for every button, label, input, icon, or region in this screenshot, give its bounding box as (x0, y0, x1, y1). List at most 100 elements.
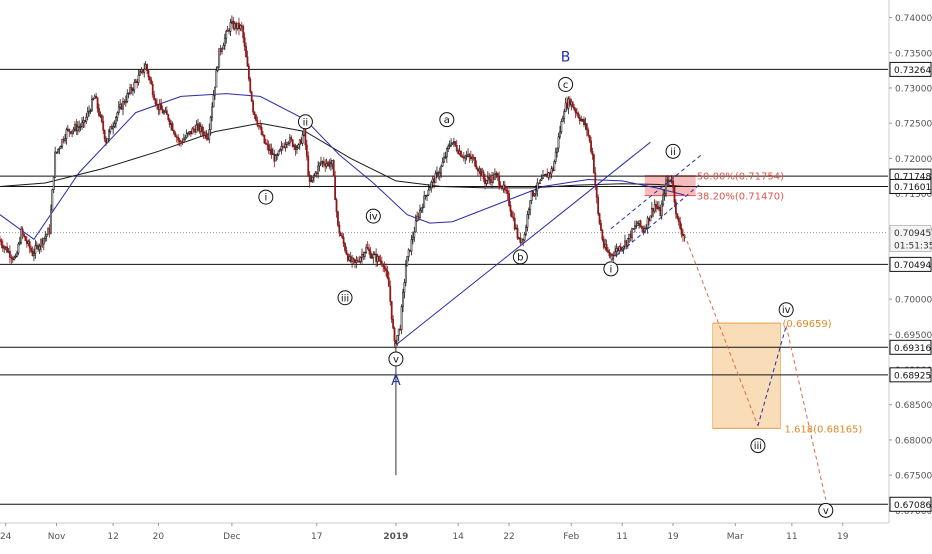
candle-body (249, 78, 252, 93)
wave-label-circle (750, 438, 766, 454)
wave-label-circle (778, 302, 794, 318)
candle-body (485, 180, 488, 184)
candle-body (78, 126, 81, 128)
candle-body (287, 142, 290, 144)
candle-body (229, 22, 232, 32)
candle-body (583, 119, 585, 126)
candle-body (99, 114, 102, 117)
candle-body (366, 246, 369, 250)
candle-body (219, 48, 222, 52)
candle-body (194, 129, 197, 133)
candle-body (626, 238, 629, 246)
candle-body (383, 266, 386, 270)
candle-body (113, 123, 116, 127)
price-tick-label: 0.73000 (895, 84, 932, 94)
wave-label-major: A (391, 373, 401, 389)
candle-body (100, 114, 103, 122)
candle-body (584, 123, 587, 126)
candle-body (615, 248, 618, 253)
candle-body (669, 180, 672, 182)
candle-body (611, 253, 614, 256)
level-price-label: 0.71601 (894, 183, 931, 193)
candle-body (622, 245, 625, 249)
candle-body (68, 128, 71, 132)
candle-body (563, 111, 566, 119)
candle-body (102, 121, 105, 131)
candle-body (290, 137, 293, 141)
candle-body (458, 150, 461, 154)
candle-body (318, 162, 321, 167)
candle-body (495, 173, 498, 175)
wave-label: c (563, 80, 569, 91)
candle-body (426, 194, 428, 197)
candle-body (180, 141, 182, 143)
candle-body (423, 195, 426, 208)
candle-body (682, 233, 684, 237)
candle-body (279, 149, 281, 152)
candle-body (595, 185, 598, 198)
candle-body (650, 208, 653, 217)
candle-body (266, 143, 269, 145)
candle-body (523, 233, 526, 241)
candles (0, 15, 686, 347)
candle-body (386, 270, 389, 279)
candle-body (433, 178, 436, 184)
candle-body (300, 139, 303, 144)
candle-body (604, 244, 607, 248)
ma-fast-line (0, 93, 685, 241)
candle-body (158, 104, 161, 111)
candle-body (11, 258, 14, 260)
candle-body (677, 217, 680, 222)
candle-body (581, 119, 584, 121)
candle-body (72, 128, 75, 132)
candle-body (679, 221, 682, 229)
candle-body (454, 141, 457, 146)
candle-body (451, 142, 454, 145)
candle-body (530, 190, 533, 201)
candle-body (547, 172, 550, 178)
candle-body (228, 29, 230, 32)
candle-body (255, 114, 257, 121)
candle-body (252, 100, 255, 113)
candle-body (539, 179, 542, 184)
candle-body (165, 110, 168, 115)
candle-body (141, 69, 144, 73)
candle-body (50, 209, 52, 234)
candle-body (617, 248, 619, 252)
candle-body (167, 114, 170, 121)
candle-body (202, 131, 205, 136)
candle-body (434, 173, 437, 184)
projection-path-segment (683, 234, 759, 427)
wave-label-circle (297, 114, 313, 130)
candle-body (61, 138, 64, 147)
candle-body (208, 129, 211, 140)
candle-body (209, 116, 212, 130)
candle-body (503, 184, 506, 191)
candle-body (21, 228, 24, 235)
candle-body (74, 124, 76, 130)
candle-body (403, 282, 406, 293)
candle-body (83, 120, 86, 122)
candle-body (345, 249, 348, 255)
candle-body (467, 154, 469, 157)
candle-body (395, 340, 397, 345)
candle-body (424, 195, 427, 197)
candle-body (642, 228, 645, 233)
candle-body (428, 187, 431, 191)
trendline (610, 182, 702, 261)
candle-body (448, 145, 451, 147)
candle-body (148, 76, 151, 81)
candle-body (177, 136, 180, 141)
candle-body (625, 240, 628, 246)
candle-body (6, 246, 8, 253)
candle-body (0, 240, 3, 246)
candle-body (382, 264, 385, 267)
candle-body (239, 25, 242, 30)
candle-body (349, 256, 352, 262)
candle-body (621, 247, 624, 251)
candle-body (676, 213, 679, 219)
candle-body (197, 123, 199, 126)
candle-body (315, 172, 318, 175)
candle-body (663, 193, 666, 196)
candle-body (103, 130, 106, 140)
